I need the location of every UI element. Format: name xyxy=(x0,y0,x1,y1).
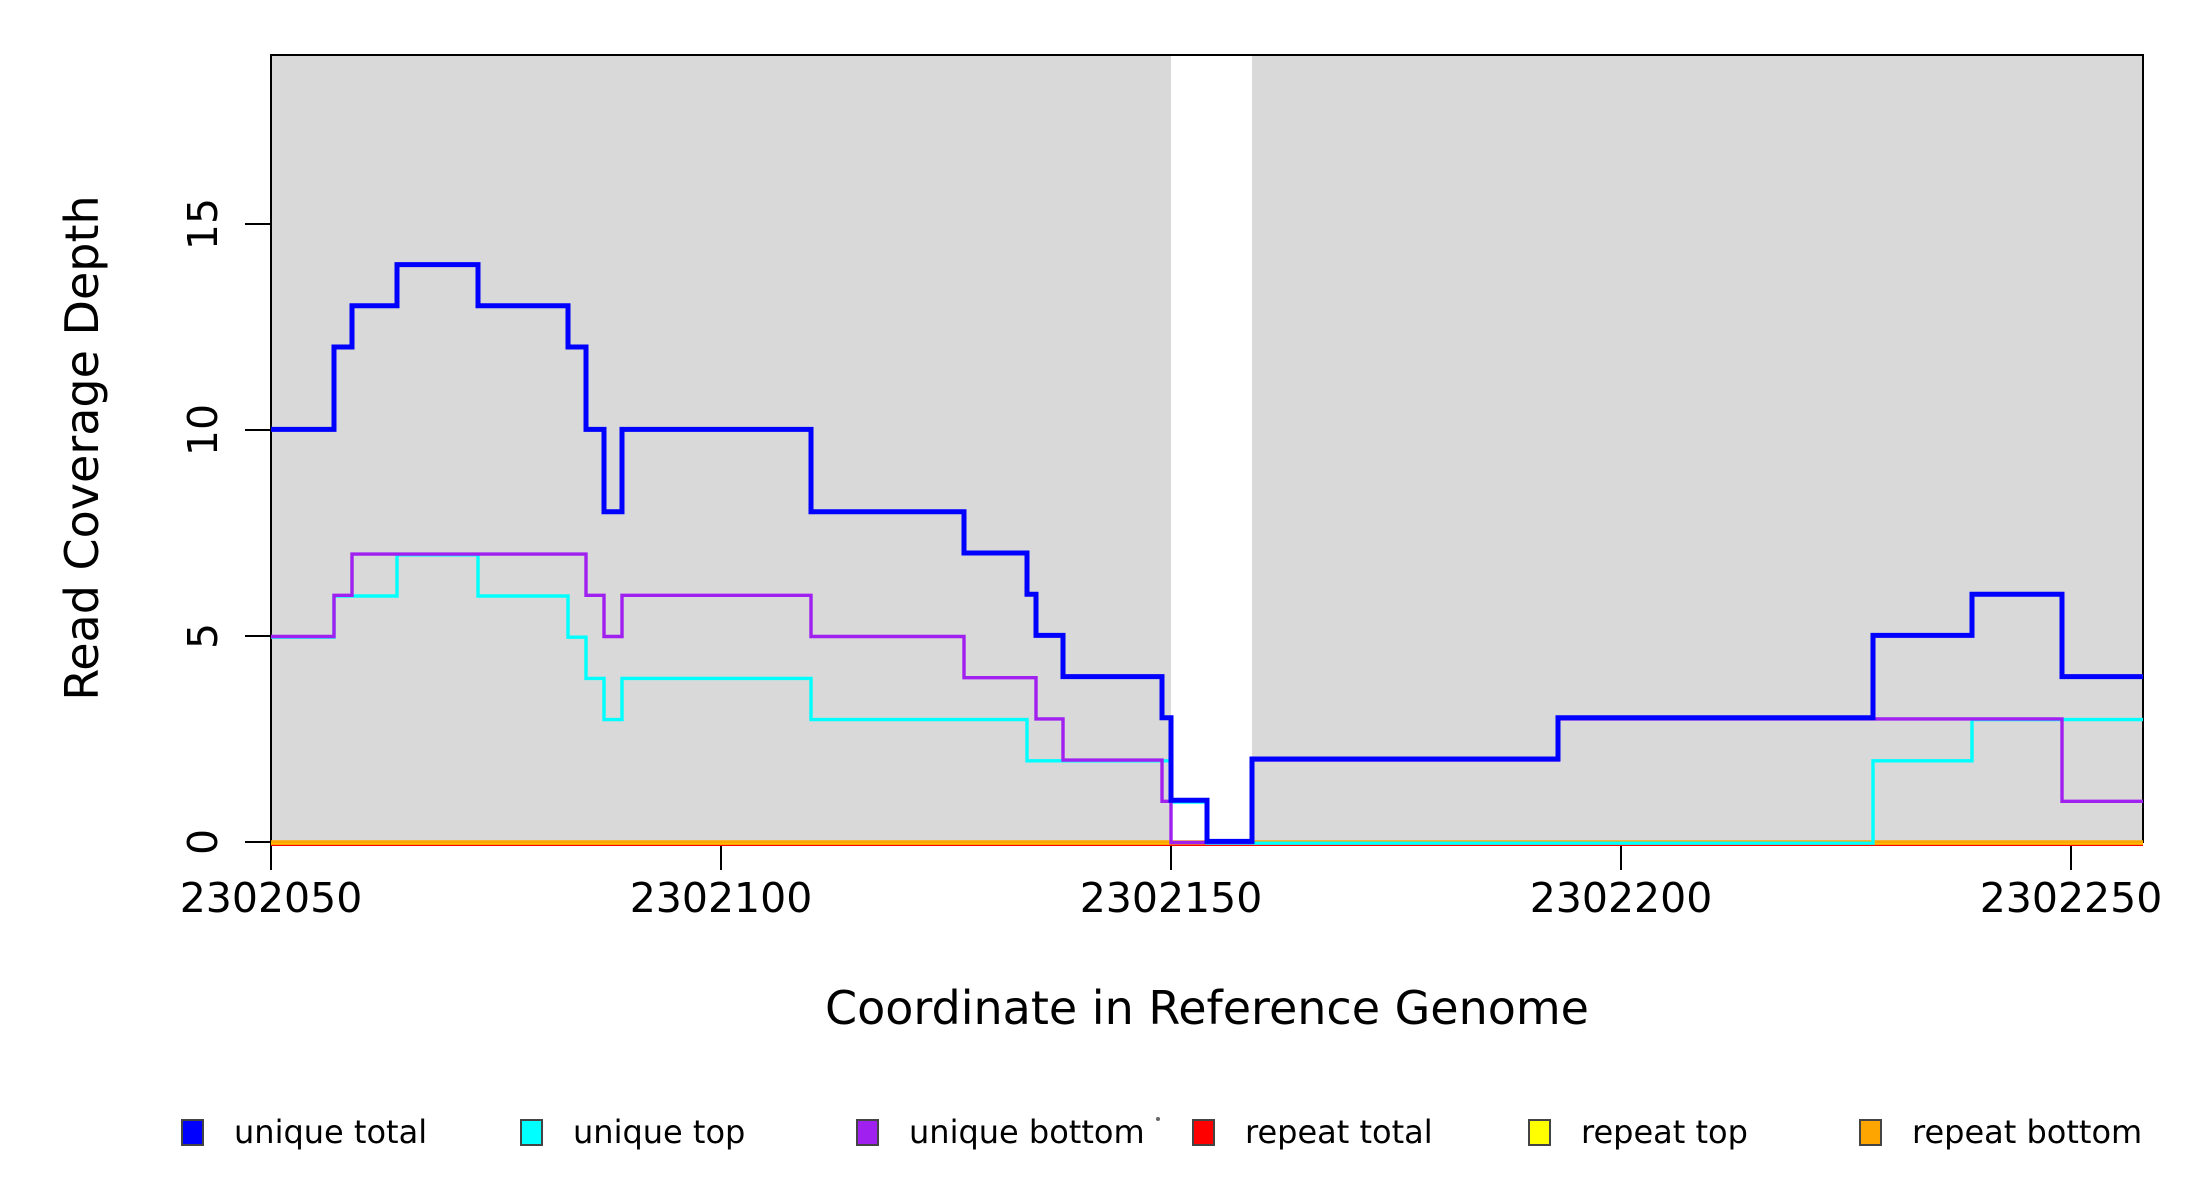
legend-label: repeat total xyxy=(1245,1113,1433,1151)
legend-item-unique-top: unique top xyxy=(520,1113,746,1151)
x-axis-tick-label: 2302150 xyxy=(1080,874,1263,922)
series-line-unique-total xyxy=(271,262,2143,844)
x-axis-title: Coordinate in Reference Genome xyxy=(825,981,1589,1035)
unique-region-shading xyxy=(271,55,1171,842)
legend-swatch-repeat-bottom xyxy=(1859,1119,1882,1146)
y-axis-tick-label: 15 xyxy=(179,198,227,250)
legend-label: unique top xyxy=(573,1113,746,1151)
legend-item-unique-total: unique total xyxy=(181,1113,428,1151)
legend-item-unique-bottom: unique bottom xyxy=(856,1113,1145,1151)
legend-swatch-repeat-total xyxy=(1192,1119,1215,1146)
legend-item-repeat-bottom: repeat bottom xyxy=(1859,1113,2143,1151)
legend-item-repeat-top: repeat top xyxy=(1528,1113,1748,1151)
stray-mark-dot xyxy=(1156,1117,1160,1121)
x-axis-tick-label: 2302100 xyxy=(630,874,813,922)
legend-swatch-repeat-top xyxy=(1528,1119,1551,1146)
x-axis-tick-label: 2302200 xyxy=(1530,874,1713,922)
legend-item-repeat-total: repeat total xyxy=(1192,1113,1433,1151)
y-axis-tick-label: 5 xyxy=(179,623,227,649)
legend-label: unique bottom xyxy=(909,1113,1145,1151)
legend-swatch-unique-bottom xyxy=(856,1119,879,1146)
unique-region-shading xyxy=(1252,55,2143,842)
y-axis-tick-label: 0 xyxy=(179,829,227,855)
legend-label: repeat bottom xyxy=(1912,1113,2143,1151)
legend-swatch-unique-total xyxy=(181,1119,204,1146)
legend-label: repeat top xyxy=(1581,1113,1748,1151)
x-axis-tick-label: 2302050 xyxy=(180,874,363,922)
legend-swatch-unique-top xyxy=(520,1119,543,1146)
y-axis-tick-label: 10 xyxy=(179,404,227,456)
legend-label: unique total xyxy=(234,1113,428,1151)
x-axis-tick-label: 2302250 xyxy=(1980,874,2163,922)
y-axis-title: Read Coverage Depth xyxy=(55,195,109,701)
